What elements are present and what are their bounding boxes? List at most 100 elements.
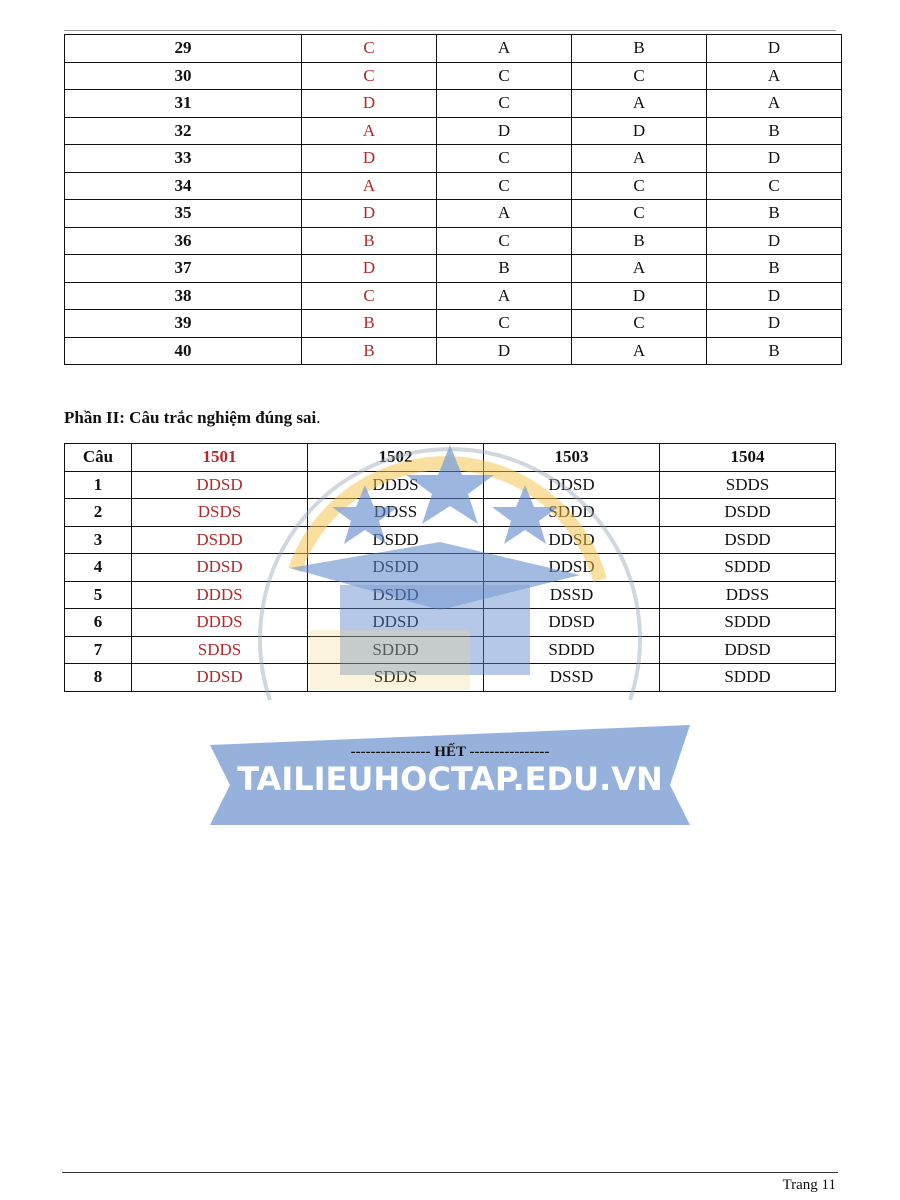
- question-number: 1: [64, 470, 132, 499]
- answer-cell: C: [571, 61, 707, 90]
- part2-answer-table: Câu 1501 1502 1503 1504 1 DDSD DDDS DDSD SDDS 2 DS…: [64, 443, 836, 692]
- answer-cell: SDDD: [659, 608, 836, 637]
- answer-cell: SDDS: [659, 470, 836, 499]
- table-row: 39 B C C D: [64, 309, 842, 338]
- answer-cell: DDSD: [659, 635, 836, 664]
- question-number: 30: [64, 61, 302, 90]
- answer-cell: DSDD: [659, 525, 836, 554]
- answer-cell: DDDS: [131, 608, 308, 637]
- answer-cell: C: [571, 171, 707, 200]
- answer-cell: DDSS: [307, 498, 484, 527]
- answer-cell: A: [571, 336, 707, 365]
- answer-cell: DDSD: [483, 608, 660, 637]
- header-exam-code: 1501: [131, 443, 308, 472]
- answer-cell: A: [571, 254, 707, 283]
- table-row: 33 D C A D: [64, 144, 842, 173]
- header-exam-code: 1503: [483, 443, 660, 472]
- answer-cell: DDSD: [483, 470, 660, 499]
- answer-cell: B: [706, 336, 842, 365]
- watermark-text: TAILIEUHOCTAP.EDU.VN: [237, 760, 663, 798]
- table-row: 36 B C B D: [64, 226, 842, 255]
- answer-cell: DDSD: [131, 553, 308, 582]
- question-number: 32: [64, 116, 302, 145]
- answer-cell: B: [301, 226, 437, 255]
- answer-cell: A: [436, 34, 572, 63]
- answer-cell: DDSD: [131, 470, 308, 499]
- answer-cell: B: [301, 309, 437, 338]
- answer-cell: SDDD: [483, 498, 660, 527]
- answer-cell: C: [436, 309, 572, 338]
- answer-cell: C: [301, 281, 437, 310]
- table-row: 8 DDSD SDDS DSSD SDDD: [64, 663, 836, 692]
- answer-cell: DDSD: [307, 608, 484, 637]
- answer-cell: B: [301, 336, 437, 365]
- answer-cell: B: [571, 226, 707, 255]
- question-number: 29: [64, 34, 302, 63]
- answer-cell: SDDD: [483, 635, 660, 664]
- answer-cell: DDSD: [483, 553, 660, 582]
- answer-cell: A: [436, 199, 572, 228]
- answer-cell: D: [301, 199, 437, 228]
- answer-cell: DSSD: [483, 663, 660, 692]
- answer-cell: A: [436, 281, 572, 310]
- answer-cell: DDDS: [307, 470, 484, 499]
- answer-cell: SDDS: [307, 663, 484, 692]
- part2-heading-text: Phần II: Câu trắc nghiệm đúng sai: [64, 408, 317, 427]
- answer-cell: B: [706, 199, 842, 228]
- question-number: 33: [64, 144, 302, 173]
- table-row: 38 C A D D: [64, 281, 842, 310]
- question-number: 39: [64, 309, 302, 338]
- question-number: 4: [64, 553, 132, 582]
- answer-cell: A: [571, 144, 707, 173]
- table-header-row: Câu 1501 1502 1503 1504: [64, 443, 836, 472]
- answer-cell: A: [301, 171, 437, 200]
- answer-cell: C: [436, 226, 572, 255]
- table-row: 32 A D D B: [64, 116, 842, 145]
- answer-cell: DSDD: [131, 525, 308, 554]
- answer-cell: D: [706, 309, 842, 338]
- answer-cell: D: [706, 144, 842, 173]
- answer-cell: C: [436, 89, 572, 118]
- table-row: 40 B D A B: [64, 336, 842, 365]
- header-question: Câu: [64, 443, 132, 472]
- answer-cell: DSDD: [659, 498, 836, 527]
- answer-cell: C: [436, 144, 572, 173]
- question-number: 7: [64, 635, 132, 664]
- answer-cell: C: [301, 61, 437, 90]
- answer-cell: D: [706, 226, 842, 255]
- answer-cell: DDDS: [131, 580, 308, 609]
- table-row: 1 DDSD DDDS DDSD SDDS: [64, 470, 836, 499]
- answer-cell: C: [571, 199, 707, 228]
- question-number: 31: [64, 89, 302, 118]
- part2-heading: Phần II: Câu trắc nghiệm đúng sai.: [64, 408, 320, 428]
- answer-cell: C: [436, 61, 572, 90]
- question-number: 36: [64, 226, 302, 255]
- footer-rule: [62, 1172, 838, 1173]
- answer-cell: B: [706, 116, 842, 145]
- question-number: 5: [64, 580, 132, 609]
- question-number: 38: [64, 281, 302, 310]
- part2-heading-period: .: [316, 408, 321, 427]
- answer-cell: D: [571, 281, 707, 310]
- answer-cell: C: [301, 34, 437, 63]
- table-row: 29 C A B D: [64, 34, 842, 63]
- table-row: 4 DDSD DSDD DDSD SDDD: [64, 553, 836, 582]
- table-row: 7 SDDS SDDD SDDD DDSD: [64, 635, 836, 664]
- question-number: 2: [64, 498, 132, 527]
- answer-cell: D: [436, 116, 572, 145]
- header-exam-code: 1504: [659, 443, 836, 472]
- answer-cell: DSSD: [483, 580, 660, 609]
- answer-cell: DDSD: [131, 663, 308, 692]
- header-exam-code: 1502: [307, 443, 484, 472]
- question-number: 3: [64, 525, 132, 554]
- question-number: 34: [64, 171, 302, 200]
- header-rule: [64, 30, 836, 31]
- answer-cell: B: [571, 34, 707, 63]
- page-number: Trang 11: [782, 1177, 836, 1193]
- table-row: 5 DDDS DSDD DSSD DDSS: [64, 580, 836, 609]
- answer-cell: B: [436, 254, 572, 283]
- answer-cell: B: [706, 254, 842, 283]
- question-number: 37: [64, 254, 302, 283]
- answer-cell: C: [436, 171, 572, 200]
- answer-cell: SDDD: [307, 635, 484, 664]
